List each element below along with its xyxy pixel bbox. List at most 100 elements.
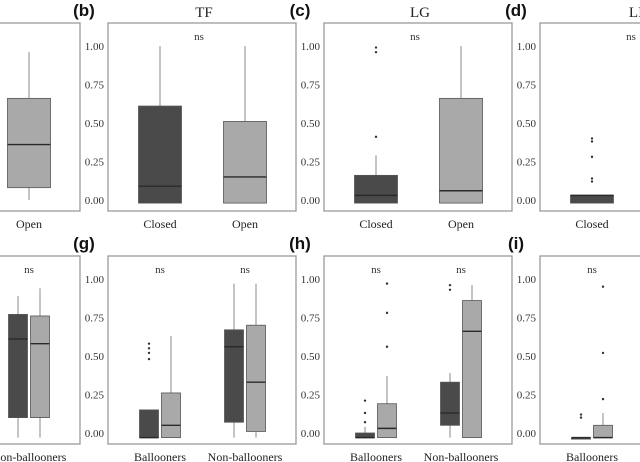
y-tick-label: 0.00 — [301, 428, 321, 440]
category-label: Ballooners — [350, 450, 402, 462]
y-tick-label: 0.25 — [85, 157, 105, 169]
outlier-point — [147, 351, 151, 355]
significance-label: ns — [194, 31, 204, 43]
outlier-point — [385, 282, 389, 285]
y-tick-label: 0.00 — [517, 428, 537, 440]
y-tick-label: 0.75 — [301, 80, 321, 92]
y-tick-label: 0.25 — [85, 390, 105, 402]
significance-label: ns — [410, 31, 420, 43]
panel-label: (c) — [290, 1, 311, 20]
outlier-point — [374, 135, 378, 139]
outlier-point — [385, 311, 389, 315]
panel-label: (i) — [508, 234, 524, 253]
box-dark — [224, 329, 244, 423]
outlier-point — [601, 351, 605, 355]
y-tick-label: 0.50 — [517, 351, 537, 363]
panel-frame — [107, 22, 297, 212]
category-label: Open — [448, 217, 474, 231]
y-tick-label: 1.00 — [85, 274, 105, 286]
significance-label: ns — [371, 264, 381, 276]
category-label: Closed — [575, 217, 608, 231]
outlier-point — [147, 357, 151, 361]
category-label: Non-ballooners — [208, 450, 283, 462]
outlier-point — [590, 155, 594, 159]
box-dark — [139, 409, 159, 439]
y-tick-label: 0.00 — [85, 195, 105, 207]
y-tick-label: 1.00 — [517, 41, 537, 53]
outlier-point — [579, 416, 583, 419]
panel-label: (b) — [73, 1, 95, 20]
y-tick-label: 0.25 — [517, 157, 537, 169]
box-light — [377, 403, 397, 439]
box-dark — [570, 194, 614, 204]
panel-frame — [107, 255, 297, 445]
y-tick-label: 1.00 — [517, 274, 537, 286]
panel-label: (d) — [505, 1, 527, 20]
outlier-point — [374, 46, 378, 49]
y-tick-label: 0.50 — [85, 351, 105, 363]
y-tick-label: 1.00 — [85, 41, 105, 53]
outlier-point — [374, 50, 378, 54]
panel-title: LG — [410, 5, 430, 21]
box-light — [223, 121, 267, 204]
box-dark — [8, 314, 28, 419]
outlier-point — [590, 137, 594, 140]
outlier-point — [448, 288, 452, 291]
panel-frame — [539, 22, 640, 212]
category-label: Open — [232, 217, 258, 231]
outlier-point — [147, 347, 151, 350]
category-label: Closed — [143, 217, 176, 231]
y-tick-label: 0.25 — [301, 157, 321, 169]
outlier-point — [590, 177, 594, 180]
box-dark — [354, 174, 398, 204]
category-label: Non-ballooners — [0, 450, 67, 462]
panel-label: (h) — [289, 234, 311, 253]
box-dark — [138, 105, 182, 204]
box-light — [7, 97, 51, 189]
y-tick-label: 0.50 — [85, 118, 105, 130]
y-tick-label: 1.00 — [301, 274, 321, 286]
outlier-point — [601, 397, 605, 401]
y-tick-label: 0.75 — [85, 313, 105, 325]
panel-frame — [539, 255, 640, 445]
panel-title: TF — [195, 5, 213, 21]
box-light — [593, 424, 613, 439]
box-light — [462, 300, 482, 439]
panel-frame — [323, 22, 513, 212]
category-label: Open — [16, 217, 42, 231]
y-tick-label: 0.00 — [85, 428, 105, 440]
box-light — [439, 97, 483, 204]
y-tick-label: 0.25 — [517, 390, 537, 402]
outlier-point — [363, 399, 367, 402]
outlier-point — [579, 413, 583, 416]
category-label: Non-ballooners — [424, 450, 499, 462]
outlier-point — [385, 345, 389, 348]
y-tick-label: 0.75 — [85, 80, 105, 92]
outlier-point — [448, 283, 452, 287]
y-tick-label: 0.75 — [301, 313, 321, 325]
category-label: Ballooners — [566, 450, 618, 462]
significance-label: ns — [456, 264, 466, 276]
significance-label: ns — [155, 264, 165, 276]
panel-title: LI — [629, 5, 640, 21]
box-light — [246, 324, 266, 432]
y-tick-label: 0.00 — [301, 195, 321, 207]
outlier-point — [601, 285, 605, 288]
outlier-point — [363, 411, 367, 415]
outlier-point — [363, 421, 367, 424]
box-dark — [440, 381, 460, 426]
y-tick-label: 0.25 — [301, 390, 321, 402]
panel-frame — [323, 255, 513, 445]
category-label: Ballooners — [134, 450, 186, 462]
y-tick-label: 0.50 — [301, 351, 321, 363]
y-tick-label: 0.50 — [517, 118, 537, 130]
panel-label: (g) — [73, 234, 95, 253]
y-tick-label: 0.75 — [517, 80, 537, 92]
box-light — [161, 392, 181, 439]
outlier-point — [590, 180, 594, 183]
significance-label: ns — [240, 264, 250, 276]
significance-label: ns — [626, 31, 636, 43]
box-light — [30, 315, 50, 418]
outlier-point — [147, 342, 151, 345]
